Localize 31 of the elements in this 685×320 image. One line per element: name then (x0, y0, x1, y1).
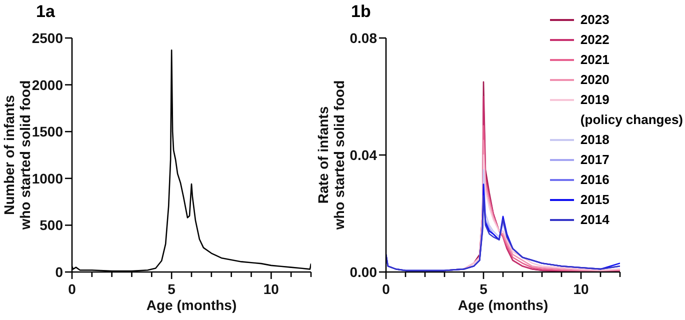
chart-title: 1a (36, 2, 55, 22)
x-tick-label: 5 (480, 281, 488, 297)
y-tick-label: 2000 (32, 76, 64, 93)
x-tick-label: 10 (263, 281, 280, 297)
y-tick-label: 2500 (32, 30, 64, 46)
y-tick-label: 0 (55, 264, 64, 280)
y-tick-label: 500 (40, 217, 64, 234)
x-axis-title: Age (months) (458, 297, 548, 313)
y-axis-title: Rate of infants who started solid food (315, 80, 347, 231)
legend-label: 2021 (580, 51, 610, 69)
y-tick-label: 1500 (32, 124, 64, 140)
legend-label: 2015 (580, 191, 610, 209)
legend-label: 2022 (580, 31, 610, 49)
x-axis-title: Age (months) (146, 297, 237, 313)
x-tick-label: 5 (168, 281, 176, 297)
y-tick-label: 0.08 (350, 30, 378, 46)
y-tick-label: 0.04 (350, 147, 378, 163)
legend-label: 2018 (580, 131, 610, 149)
x-tick-label: 10 (573, 281, 589, 297)
legend-label: 2019 (policy changes) (580, 91, 683, 129)
legend-label: 2023 (580, 11, 610, 29)
legend-label: 2020 (580, 71, 610, 89)
y-tick-label: 1000 (32, 170, 64, 186)
y-tick-label: 0.00 (350, 264, 378, 280)
x-tick-label: 0 (68, 281, 76, 297)
legend-label: 2017 (580, 151, 610, 169)
legend-label: 2016 (580, 171, 610, 189)
chart-title: 1b (351, 2, 371, 22)
x-tick-label: 0 (382, 281, 390, 297)
y-axis-title: Number of infants who started solid food (1, 80, 33, 231)
legend-label: 2014 (580, 211, 610, 229)
